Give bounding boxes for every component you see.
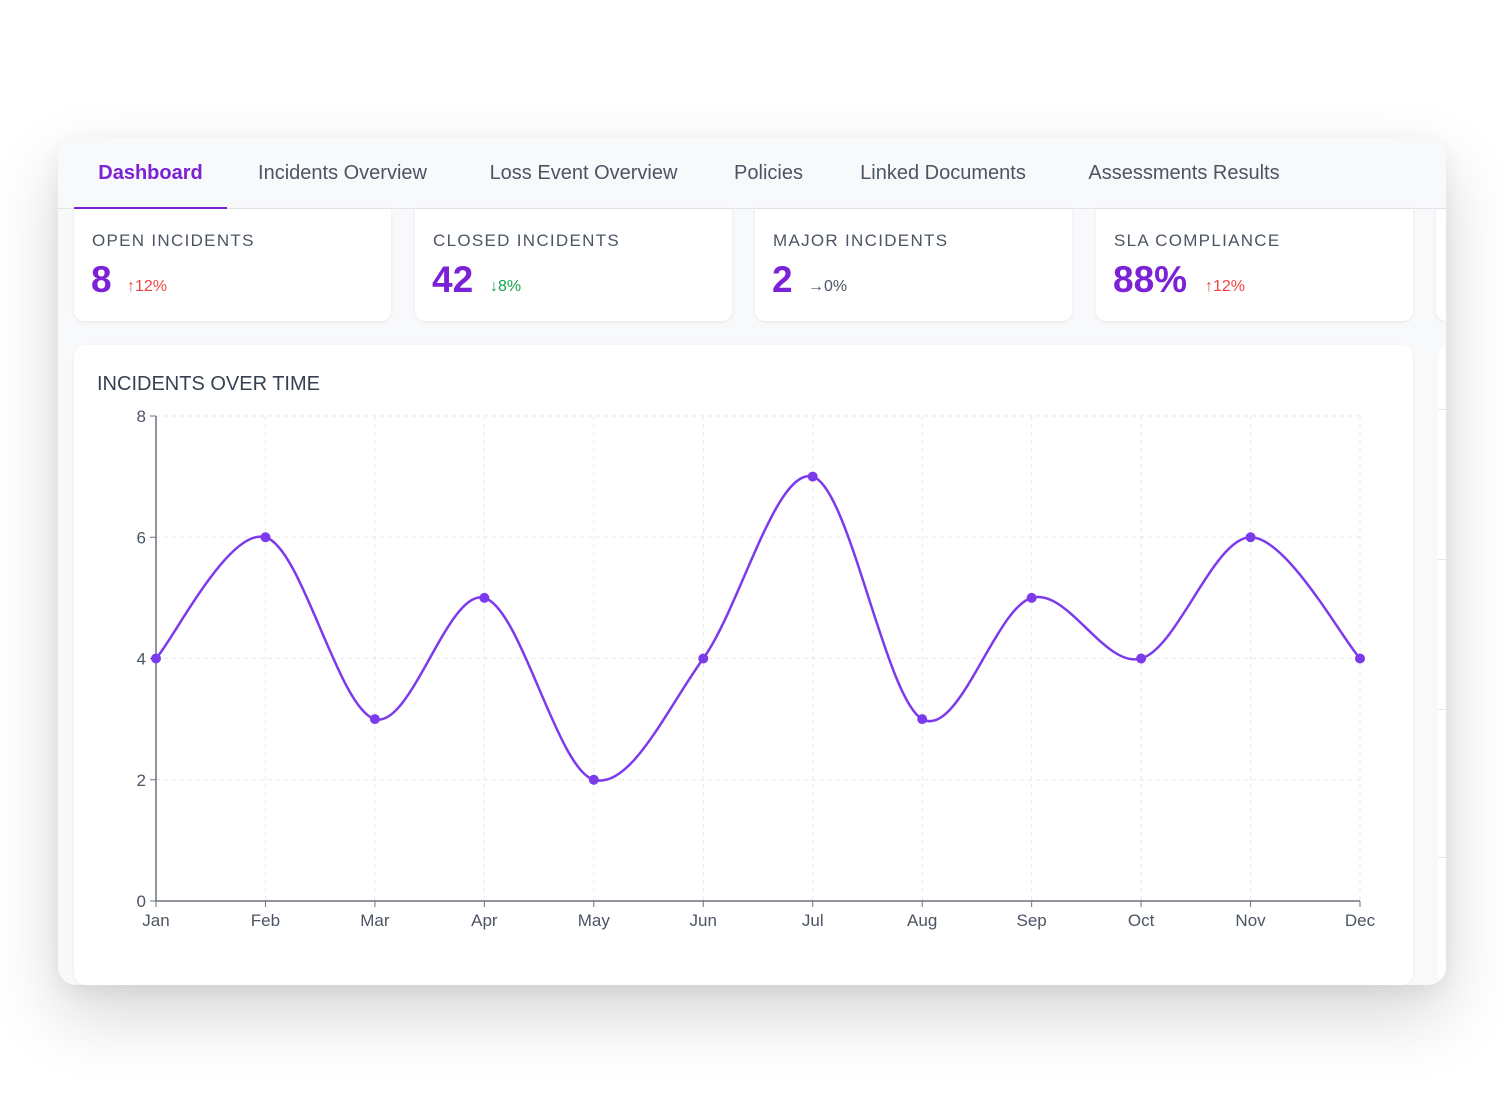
tab-bar: Dashboard Incidents Overview Loss Event …	[58, 137, 1446, 210]
data-point	[151, 653, 161, 664]
incidents-line-chart: 0 2 4 6 8 Jan Feb Mar Apr May Jun Jul Aug Sep Oct Nov De…	[137, 407, 1376, 930]
kpi-card-sla-compliance: SLA COMPLIANCE 88% ↑12%	[1096, 209, 1413, 321]
data-point	[479, 592, 490, 603]
x-tick-label: May	[578, 911, 611, 930]
kpi-label: OPEN INCIDENTS	[92, 231, 255, 250]
kpi-label: CLOSED INCIDENTS	[433, 231, 621, 250]
data-point	[1136, 653, 1147, 664]
divider	[1438, 559, 1446, 560]
y-tick-label: 2	[137, 771, 146, 790]
kpi-label: MAJOR INCIDENTS	[773, 231, 949, 250]
y-tick-label: 6	[137, 528, 146, 547]
series-line-incidents	[155, 475, 1361, 782]
data-point	[369, 714, 380, 725]
x-tick-label: Apr	[471, 911, 498, 930]
data-point	[1026, 592, 1037, 603]
data-point	[1245, 532, 1256, 543]
kpi-card-closed-incidents: CLOSED INCIDENTS 42 ↓8%	[415, 209, 732, 321]
x-tick-label: Oct	[1128, 911, 1155, 930]
divider	[1438, 709, 1446, 710]
data-point	[1355, 653, 1365, 664]
x-tick-label: Dec	[1345, 911, 1376, 930]
kpi-change: ↑12%	[1205, 278, 1246, 295]
kpi-change: ↑12%	[127, 278, 168, 295]
tab-assessments-results[interactable]: Assessments Results	[1088, 161, 1280, 184]
kpi-change: →0%	[808, 278, 848, 295]
x-tick-label: Feb	[251, 911, 280, 930]
divider	[1438, 409, 1446, 410]
data-point	[260, 532, 271, 543]
data-point	[807, 471, 818, 482]
tab-loss-event-overview[interactable]: Loss Event Overview	[489, 161, 678, 184]
kpi-change: ↓8%	[490, 278, 522, 295]
kpi-label: SLA COMPLIANCE	[1114, 231, 1281, 250]
x-tick-label: Mar	[360, 911, 390, 930]
data-point	[698, 653, 709, 664]
y-tick-label: 4	[137, 650, 146, 669]
kpi-value: 88%	[1113, 259, 1188, 300]
kpi-card-open-incidents: OPEN INCIDENTS 8 ↑12%	[74, 209, 391, 321]
app-window: Dashboard Incidents Overview Loss Event …	[58, 137, 1446, 985]
tab-incidents-overview[interactable]: Incidents Overview	[258, 161, 427, 184]
data-point	[917, 714, 928, 725]
kpi-card-major-incidents: MAJOR INCIDENTS 2 →0%	[755, 209, 1072, 321]
divider	[1438, 857, 1446, 858]
kpi-value: 2	[772, 259, 793, 300]
data-point	[588, 774, 599, 785]
tab-policies[interactable]: Policies	[734, 161, 803, 184]
kpi-card-partial	[1436, 209, 1446, 321]
tab-linked-documents[interactable]: Linked Documents	[860, 161, 1026, 184]
incidents-chart-card: INCIDENTS OVER TIME 0 2 4 6 8 Jan Feb Mar Apr May…	[74, 345, 1413, 985]
kpi-value: 8	[91, 259, 112, 300]
y-tick-label: 8	[137, 407, 146, 426]
tab-dashboard[interactable]: Dashboard	[74, 137, 227, 210]
x-tick-label: Nov	[1235, 911, 1266, 930]
x-tick-label: Jun	[690, 911, 717, 930]
x-tick-label: Jan	[142, 911, 169, 930]
x-tick-label: Jul	[802, 911, 824, 930]
chart-title: INCIDENTS OVER TIME	[97, 373, 320, 395]
x-tick-label: Aug	[907, 911, 937, 930]
kpi-value: 42	[432, 259, 474, 300]
x-tick-label: Sep	[1017, 911, 1047, 930]
side-panel-partial	[1438, 345, 1446, 985]
y-tick-label: 0	[137, 892, 146, 911]
